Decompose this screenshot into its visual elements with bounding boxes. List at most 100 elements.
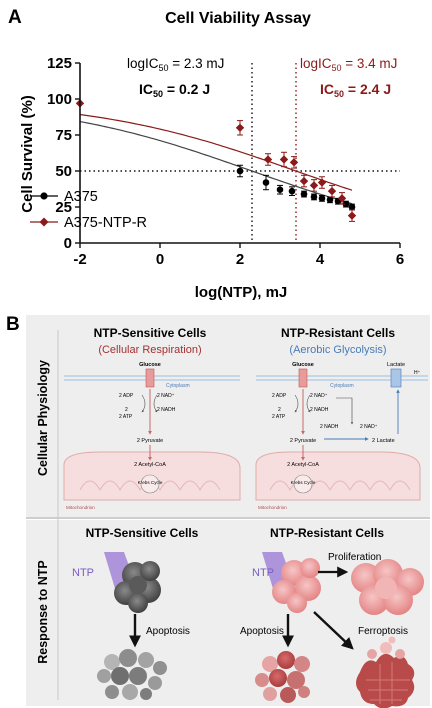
r-mito-label: Mitochondrion [258,505,287,510]
ferroptosis-arrow [313,611,354,650]
data-point-a375 [262,179,270,186]
fit-curve-1 [79,113,353,191]
data-point-a375 [326,196,334,204]
black-ic50-text: IC50 = 0.2 J [139,81,210,99]
r-nad-recycle-arrow [336,397,354,425]
s-two-label: 2 [125,407,128,413]
s-glucose-transporter [145,368,155,388]
r-h-label: H⁺ [414,370,421,376]
data-point-a375-ntp-r [347,211,357,220]
legend-a375-label: A375 [64,189,98,205]
resistant-response-diagram: NTP Proliferation Apoptosis Ferroptosis [240,552,424,708]
data-point-a375 [342,200,350,208]
r-cytoplasm-label: Cytoplasm [330,383,354,389]
data-point-a375-ntp-r [309,181,319,190]
y-tick-label: 75 [55,127,72,144]
s-nad-label: 2 NAD⁺ [157,393,175,399]
x-tick-label: 2 [236,251,244,268]
legend-a375-marker [40,192,48,200]
resistant-tumor-cells [272,558,321,613]
r-nad-label: 2 NAD⁺ [310,393,328,399]
data-point-a375 [318,195,326,202]
black-logic50-text: logIC50 = 2.3 mJ [127,56,224,73]
y-axis-label: Cell Survival (%) [19,95,36,213]
data-point-a375-ntp-r [289,158,299,167]
ntp-beam-resistant [262,552,290,592]
ntp-beam-sensitive [104,552,132,592]
panel-b-letter: B [6,314,20,335]
r-two-label: 2 [278,407,281,413]
s-nadh-curve [153,394,158,413]
r-nad2-label: 2 NAD⁺ [360,424,378,430]
y-tick-label: 50 [55,163,72,180]
r-lactate-top-label: Lactate [387,362,405,368]
panel-a-letter: A [8,7,22,28]
x-axis-label: log(NTP), mJ [195,284,288,301]
r-nadh-label: 2 NADH [310,407,329,413]
y-tick-label: 100 [47,91,72,108]
s-acetyl-label: 2 Acetyl-CoA [134,462,166,468]
r-glucose-label: Glucose [292,362,314,368]
s-atp-curve [141,394,146,413]
proliferation-label: Proliferation [328,552,381,563]
red-ic50-text: IC50 = 2.4 J [320,81,391,99]
data-point-a375-ntp-r [327,186,337,196]
sensitive-title: NTP-Sensitive Cells [94,326,207,340]
ferroptotic-cell-texture [366,662,410,704]
x-axis-ticks: -2 0 2 4 6 [73,243,404,268]
response-sensitive-title: NTP-Sensitive Cells [86,526,199,540]
r-krebs-cycle [293,474,313,494]
s-nadh-label: 2 NADH [157,407,176,413]
s-krebs-cycle [140,474,160,494]
s-krebs-label: Krebs Cycle [138,480,163,485]
sensitive-response-diagram: NTP Apoptosis [72,552,190,700]
ntp-label-resistant: NTP [252,567,274,579]
r-pyruvate-label: 2 Pyruvate [290,438,316,444]
sensitive-pathway-diagram: Glucose Cytoplasm 2 ADP 2 NAD⁺ 2 2 ATP 2… [63,362,241,510]
r-cristae [269,480,411,492]
s-pyruvate-label: 2 Pyruvate [137,438,163,444]
resistant-subtitle: (Aerobic Glycolysis) [289,344,386,356]
y-axis-ticks: 0 25 50 75 100 125 [47,55,80,252]
response-resistant-title: NTP-Resistant Cells [270,526,384,540]
sensitive-subtitle: (Cellular Respiration) [98,344,201,356]
sensitive-apoptotic-bodies [97,649,167,700]
y-tick-label: 125 [47,55,72,72]
ferroptotic-cell-body [356,653,415,708]
x-tick-label: 4 [316,251,325,268]
x-tick-label: -2 [73,251,86,268]
data-point-a375 [288,187,296,195]
r-nadh2-label: 2 NADH [320,424,339,430]
chart-title: Cell Viability Assay [165,10,311,27]
r-glucose-transporter [298,368,308,388]
ntp-label-sensitive: NTP [72,567,94,579]
legend-ntpr-label: A375-NTP-R [64,215,147,231]
x-tick-label: 6 [396,251,404,268]
fit-curve-0 [79,121,353,205]
data-point-a375-ntp-r [235,123,245,132]
resistant-apoptosis-label: Apoptosis [240,626,284,637]
red-logic50-text: logIC50 = 3.4 mJ [300,56,397,73]
r-atp-curve [294,394,299,413]
s-atp-label: 2 ATP [119,414,133,420]
data-point-a375 [276,186,284,194]
r-adp-label: 2 ADP [272,393,287,399]
r-atp-label: 2 ATP [272,414,286,420]
proliferated-cells [351,559,424,615]
s-mito-label: Mitochondrion [66,505,95,510]
legend-ntpr-marker [39,217,49,227]
row-label-physiology: Cellular Physiology [36,360,50,476]
data-points [75,99,357,222]
fit-curves [79,113,353,205]
data-point-a375-ntp-r [317,178,327,187]
r-lactate-label: 2 Lactate [372,438,395,444]
ferroptotic-cell [356,636,415,708]
row-label-response: Response to NTP [36,560,50,664]
legend: A375 A375-NTP-R [30,189,147,231]
data-point-a375 [348,203,356,211]
s-glucose-label: Glucose [139,362,161,368]
data-point-a375 [300,190,308,198]
r-acetyl-label: 2 Acetyl-CoA [287,462,319,468]
